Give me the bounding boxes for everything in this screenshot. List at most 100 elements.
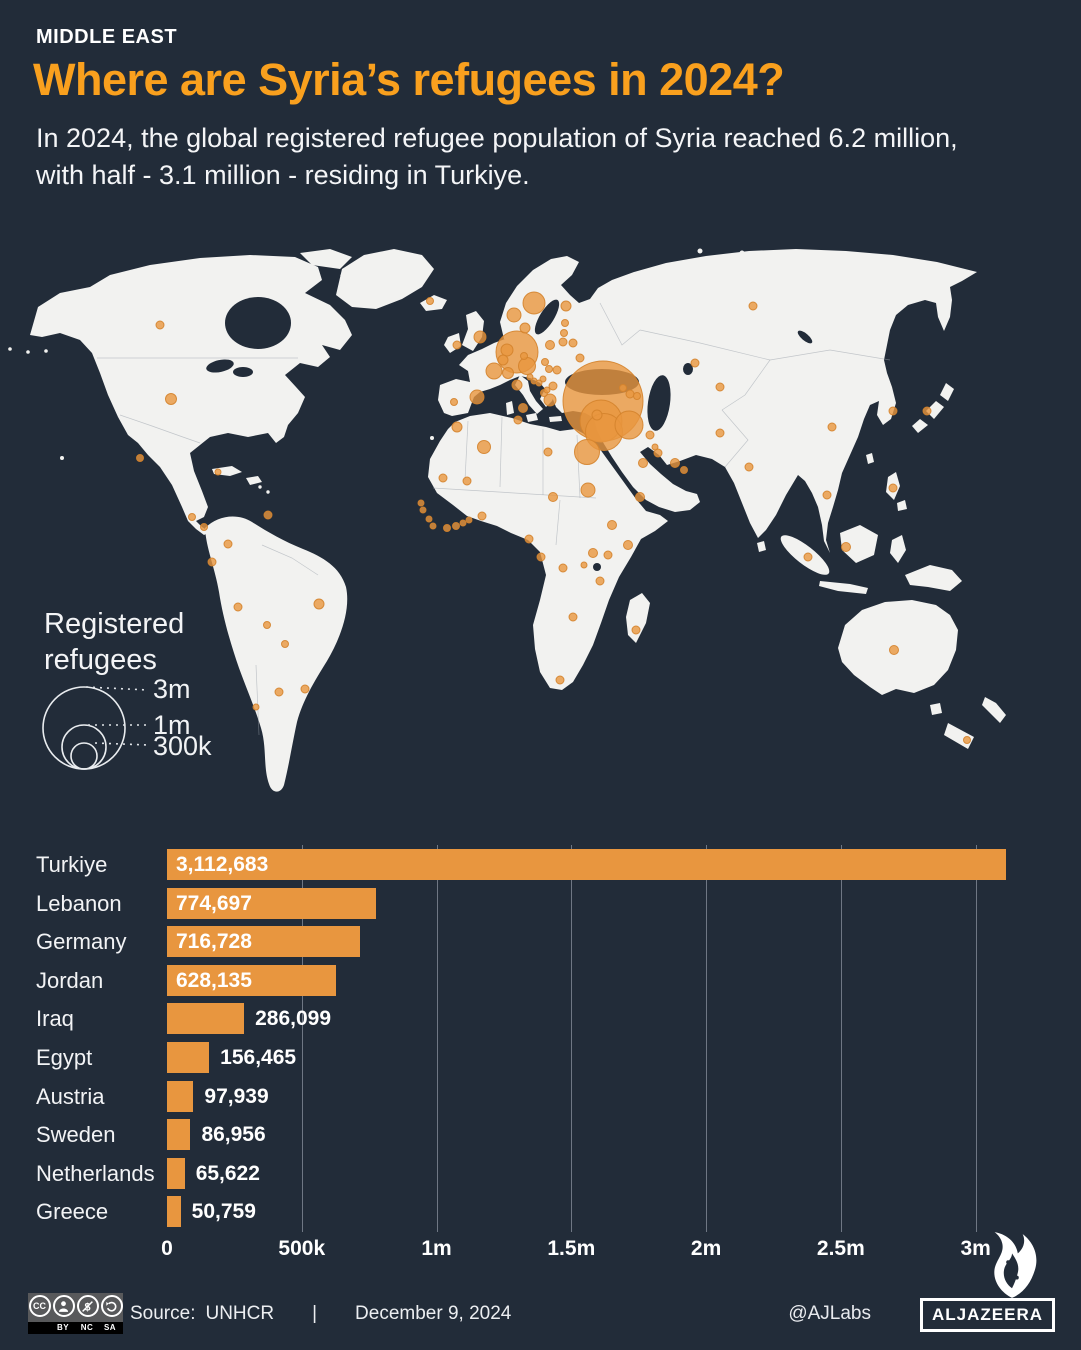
page-title: Where are Syria’s refugees in 2024? — [33, 54, 785, 105]
japan-island-3 — [912, 419, 928, 433]
new-guinea — [905, 565, 962, 591]
refugee-bubble-kenya — [603, 550, 613, 560]
refugee-bubble-morocco — [451, 421, 463, 433]
refugee-bubble-switzerland — [502, 367, 514, 379]
bar-value-label: 86,956 — [201, 1123, 266, 1147]
footer: CC $ BY NC SA Source: UNHCR | December 9… — [0, 1232, 1081, 1350]
baltic-sea — [534, 299, 560, 335]
refugee-bubble-france — [485, 362, 503, 380]
bar-chart: 0 500k 1m 1.5m 2m 2.5m 3m Turkiye 3,112,683 Leban… — [0, 845, 1081, 1275]
great-lakes — [206, 359, 234, 373]
refugee-bubble-india — [744, 462, 754, 472]
refugee-bubble-ethiopia — [607, 520, 617, 530]
hispaniola-island — [246, 476, 262, 485]
gridline-1m — [436, 845, 438, 1232]
refugee-bubble-latvia — [560, 329, 568, 337]
refugee-bubble-uae — [670, 458, 680, 468]
bar — [167, 1119, 191, 1151]
refugee-bubble-south-africa — [555, 675, 565, 685]
refugee-bubble-bolivia — [263, 621, 271, 629]
caspian-sea — [647, 375, 671, 431]
hudson-bay — [225, 297, 291, 349]
refugee-bubble-italy — [511, 379, 523, 391]
bar — [167, 1042, 210, 1073]
page-subtitle: In 2024, the global registered refugee p… — [36, 123, 958, 190]
bar-value-label: 3,112,683 — [176, 853, 269, 876]
x-tick-2m: 2m — [690, 1237, 722, 1260]
refugee-bubble-costa-rica — [188, 513, 196, 521]
bar-row-iraq: Iraq 286,099 — [0, 1003, 1081, 1035]
refugee-bubble-paraguay — [281, 640, 289, 648]
x-tick-2.5m: 2.5m — [816, 1237, 865, 1260]
legend-leader-300k — [94, 742, 149, 746]
refugee-bubble-senegal — [417, 499, 425, 507]
bar-row-jordan: Jordan 628,135 — [0, 964, 1081, 996]
bar-row-germany: Germany 716,728 — [0, 926, 1081, 958]
refugee-bubble-portugal — [450, 398, 458, 406]
continent-eurasia — [438, 249, 977, 553]
java — [819, 581, 868, 594]
aljazeera-flame-logo — [994, 1232, 1037, 1298]
x-tick-3m: 3m — [960, 1237, 991, 1260]
bar-category-label: Austria — [36, 1083, 105, 1109]
gridline-1.5m — [571, 845, 573, 1232]
refugee-bubble-usa — [165, 393, 177, 405]
refugee-bubble-congo — [536, 552, 546, 562]
refugee-bubble-niger — [462, 476, 472, 486]
continent-africa — [428, 413, 668, 690]
bar-value-label: 50,759 — [191, 1200, 256, 1224]
x-tick-500k: 500k — [278, 1237, 326, 1260]
world-map-svg: 3m 1m 300k — [8, 248, 1006, 792]
refugee-bubble-russia — [748, 301, 758, 311]
bar-category-label: Netherlands — [36, 1160, 155, 1186]
size-legend: 3m 1m 300k — [42, 674, 212, 770]
refugee-bubble-sweden — [522, 291, 546, 315]
refugee-bubble-greece — [543, 393, 557, 407]
refugee-bubble-belarus — [568, 338, 578, 348]
bar-row-greece: Greece 50,759 — [0, 1196, 1081, 1228]
philippines-island-2 — [897, 500, 907, 511]
refugee-bubble-uruguay — [300, 684, 310, 694]
refugee-bubble-north-macedonia — [543, 386, 551, 394]
bar-row-sweden: Sweden 86,956 — [0, 1119, 1081, 1151]
borneo — [840, 525, 878, 563]
refugee-bubble-egypt — [574, 439, 600, 465]
bar-row-netherlands: Netherlands 65,622 — [0, 1157, 1081, 1189]
source-value: UNHCR — [205, 1303, 275, 1324]
refugee-bubble-nigeria — [477, 511, 487, 521]
gridline-500k — [301, 845, 303, 1232]
x-tick-1m: 1m — [421, 1237, 452, 1260]
x-tick-1.5m: 1.5m — [547, 1237, 596, 1260]
refugee-bubble-austria — [518, 357, 536, 375]
refugee-bubble-saudi-arabia — [638, 458, 648, 468]
refugee-bubble-australia — [889, 645, 899, 655]
gridline-3m — [975, 845, 977, 1232]
cc-nc-label: NC — [80, 1323, 94, 1332]
refugee-bubble-benin — [465, 516, 473, 524]
refugee-bubble-bahrain — [651, 443, 659, 451]
bar-category-label: Turkiye — [36, 852, 108, 877]
refugee-bubble-philippines — [888, 483, 898, 493]
refugee-bubble-kuwait — [645, 430, 655, 440]
bar-category-label: Jordan — [36, 967, 104, 993]
bar-value-label: 97,939 — [204, 1084, 269, 1108]
small-islands — [8, 248, 745, 494]
legend-circle-1m — [61, 724, 107, 770]
continent-south-america — [205, 516, 348, 792]
refugee-bubble-tunisia — [513, 415, 523, 425]
source-row: Source: UNHCR | December 9, 2024 — [130, 1303, 511, 1325]
iceland-island — [420, 295, 447, 311]
refugee-bubble-sierra-leone — [429, 522, 437, 530]
bar-category-label: Egypt — [36, 1045, 93, 1070]
refugee-bubble-denmark — [519, 322, 531, 334]
new-zealand-north — [982, 697, 1006, 723]
world-map: 3m 1m 300k — [0, 245, 1081, 805]
refugee-bubble-iraq — [614, 410, 644, 440]
arctic-island-1 — [300, 249, 352, 269]
lake-baikal — [797, 330, 813, 344]
refugee-bubble-indonesia — [803, 552, 813, 562]
cc-icon: CC — [28, 1295, 51, 1317]
refugee-bubble-romania — [552, 365, 562, 375]
refugee-bubble-venezuela — [263, 510, 273, 520]
